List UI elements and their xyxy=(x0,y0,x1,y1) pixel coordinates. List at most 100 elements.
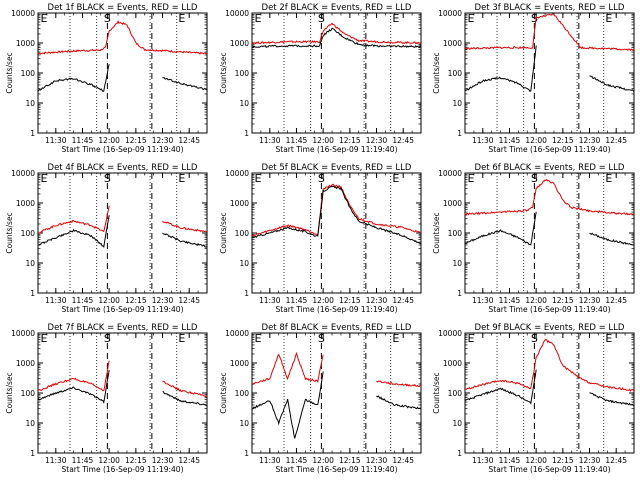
x-tick-label: 12:00 xyxy=(98,136,120,145)
x-tick-label: 12:15 xyxy=(125,456,147,465)
plot-frame xyxy=(464,12,635,134)
y-tick-label: 1 xyxy=(30,289,35,298)
x-tick-label: 11:30 xyxy=(472,456,494,465)
x-tick-label: 12:45 xyxy=(392,296,414,305)
series-line-black xyxy=(589,392,634,407)
y-tick-label: 1000 xyxy=(16,39,35,48)
x-tick-label: 11:30 xyxy=(45,456,67,465)
y-tick-label: 1 xyxy=(457,449,462,458)
annotation-E: E xyxy=(605,332,612,345)
series-line-black xyxy=(376,395,421,410)
y-axis-label: Counts/sec xyxy=(219,52,228,93)
panel-title: Det 1f BLACK = Events, RED = LLD xyxy=(48,3,198,13)
y-tick-label: 10 xyxy=(452,419,462,428)
x-tick-label: 11:45 xyxy=(499,456,521,465)
x-axis-label: Start Time (16-Sep-09 11:19:40) xyxy=(276,145,398,154)
panel-title: Det 5f BLACK = Events, RED = LLD xyxy=(262,163,412,173)
x-tick-label: 12:45 xyxy=(605,296,627,305)
y-tick-label: 1000 xyxy=(16,199,35,208)
x-tick-label: 12:30 xyxy=(152,296,174,305)
annotation-S: S xyxy=(104,332,111,345)
panel-4: Det 4f BLACK = Events, RED = LLD 1 10 100 10… xyxy=(5,163,208,314)
panel-title: Det 9f BLACK = Events, RED = LLD xyxy=(475,323,625,333)
x-tick-label: 11:30 xyxy=(259,456,281,465)
y-tick-label: 10 xyxy=(239,419,249,428)
panel-3: Det 3f BLACK = Events, RED = LLD 1 10 100 10… xyxy=(432,3,635,154)
y-tick-label: 100 xyxy=(235,69,250,78)
annotation-E: E xyxy=(178,12,185,25)
y-tick-label: 1000 xyxy=(443,39,462,48)
series-line-black xyxy=(162,77,207,91)
x-tick-label: 12:45 xyxy=(392,456,414,465)
x-tick-label: 12:45 xyxy=(178,456,200,465)
x-tick-label: 12:00 xyxy=(98,296,120,305)
x-tick-label: 12:30 xyxy=(579,136,601,145)
plot-frame xyxy=(37,172,208,294)
x-tick-label: 11:45 xyxy=(72,136,94,145)
x-tick-label: 12:00 xyxy=(525,296,547,305)
y-axis-label: Counts/sec xyxy=(5,52,14,93)
annotation-E-left: E xyxy=(468,332,475,345)
panel-title: Det 2f BLACK = Events, RED = LLD xyxy=(262,3,412,13)
x-tick-label: 12:30 xyxy=(152,456,174,465)
x-tick-label: 12:15 xyxy=(552,136,574,145)
annotation-S: S xyxy=(318,332,325,345)
x-tick-label: 12:00 xyxy=(525,136,547,145)
series-line-red xyxy=(38,19,207,55)
annotation-E: E xyxy=(392,12,399,25)
series-line-black xyxy=(38,63,110,93)
x-tick-label: 11:45 xyxy=(286,136,308,145)
series-line-red xyxy=(465,338,634,392)
y-tick-label: 100 xyxy=(21,389,36,398)
y-tick-label: 100 xyxy=(21,69,36,78)
annotation-S: S xyxy=(531,332,538,345)
series-line-black xyxy=(252,27,421,49)
y-tick-label: 1000 xyxy=(230,199,249,208)
y-axis-label: Counts/sec xyxy=(5,212,14,253)
series-line-red xyxy=(162,380,207,397)
y-tick-label: 10 xyxy=(25,259,35,268)
y-tick-label: 10000 xyxy=(225,9,249,18)
y-axis-label: Counts/sec xyxy=(432,52,441,93)
y-tick-label: 10 xyxy=(239,259,249,268)
annotation-E: E xyxy=(392,332,399,345)
series-line-black xyxy=(589,232,634,246)
y-tick-label: 1 xyxy=(30,129,35,138)
x-tick-label: 12:00 xyxy=(98,456,120,465)
x-axis-label: Start Time (16-Sep-09 11:19:40) xyxy=(62,305,184,314)
x-tick-label: 12:00 xyxy=(312,456,334,465)
series-line-black xyxy=(38,370,110,405)
y-tick-label: 10 xyxy=(452,259,462,268)
y-tick-label: 10 xyxy=(452,99,462,108)
plot-frame xyxy=(251,332,422,454)
x-tick-label: 11:30 xyxy=(472,296,494,305)
x-tick-label: 12:45 xyxy=(178,296,200,305)
series-line-black xyxy=(162,232,207,248)
y-axis-label: Counts/sec xyxy=(219,212,228,253)
plot-frame xyxy=(37,332,208,454)
x-tick-label: 11:45 xyxy=(72,456,94,465)
y-tick-label: 1 xyxy=(457,129,462,138)
x-tick-label: 11:45 xyxy=(286,456,308,465)
y-tick-label: 1 xyxy=(457,289,462,298)
annotation-S: S xyxy=(318,12,325,25)
x-tick-label: 11:45 xyxy=(286,296,308,305)
x-tick-label: 12:30 xyxy=(152,136,174,145)
series-line-red xyxy=(252,183,421,237)
y-tick-label: 10000 xyxy=(438,169,462,178)
x-axis-label: Start Time (16-Sep-09 11:19:40) xyxy=(489,305,611,314)
annotation-E: E xyxy=(605,12,612,25)
y-axis-label: Counts/sec xyxy=(5,372,14,413)
series-line-red xyxy=(465,178,634,216)
annotation-E-left: E xyxy=(255,172,262,185)
y-axis-label: Counts/sec xyxy=(219,372,228,413)
x-tick-label: 12:30 xyxy=(579,296,601,305)
y-tick-label: 10 xyxy=(239,99,249,108)
y-tick-label: 100 xyxy=(235,229,250,238)
panel-2: Det 2f BLACK = Events, RED = LLD 1 10 100 10… xyxy=(219,3,422,154)
x-tick-label: 11:30 xyxy=(259,296,281,305)
series-line-black xyxy=(465,369,537,405)
x-tick-label: 12:15 xyxy=(552,456,574,465)
y-tick-label: 100 xyxy=(448,69,463,78)
annotation-E-left: E xyxy=(41,12,48,25)
